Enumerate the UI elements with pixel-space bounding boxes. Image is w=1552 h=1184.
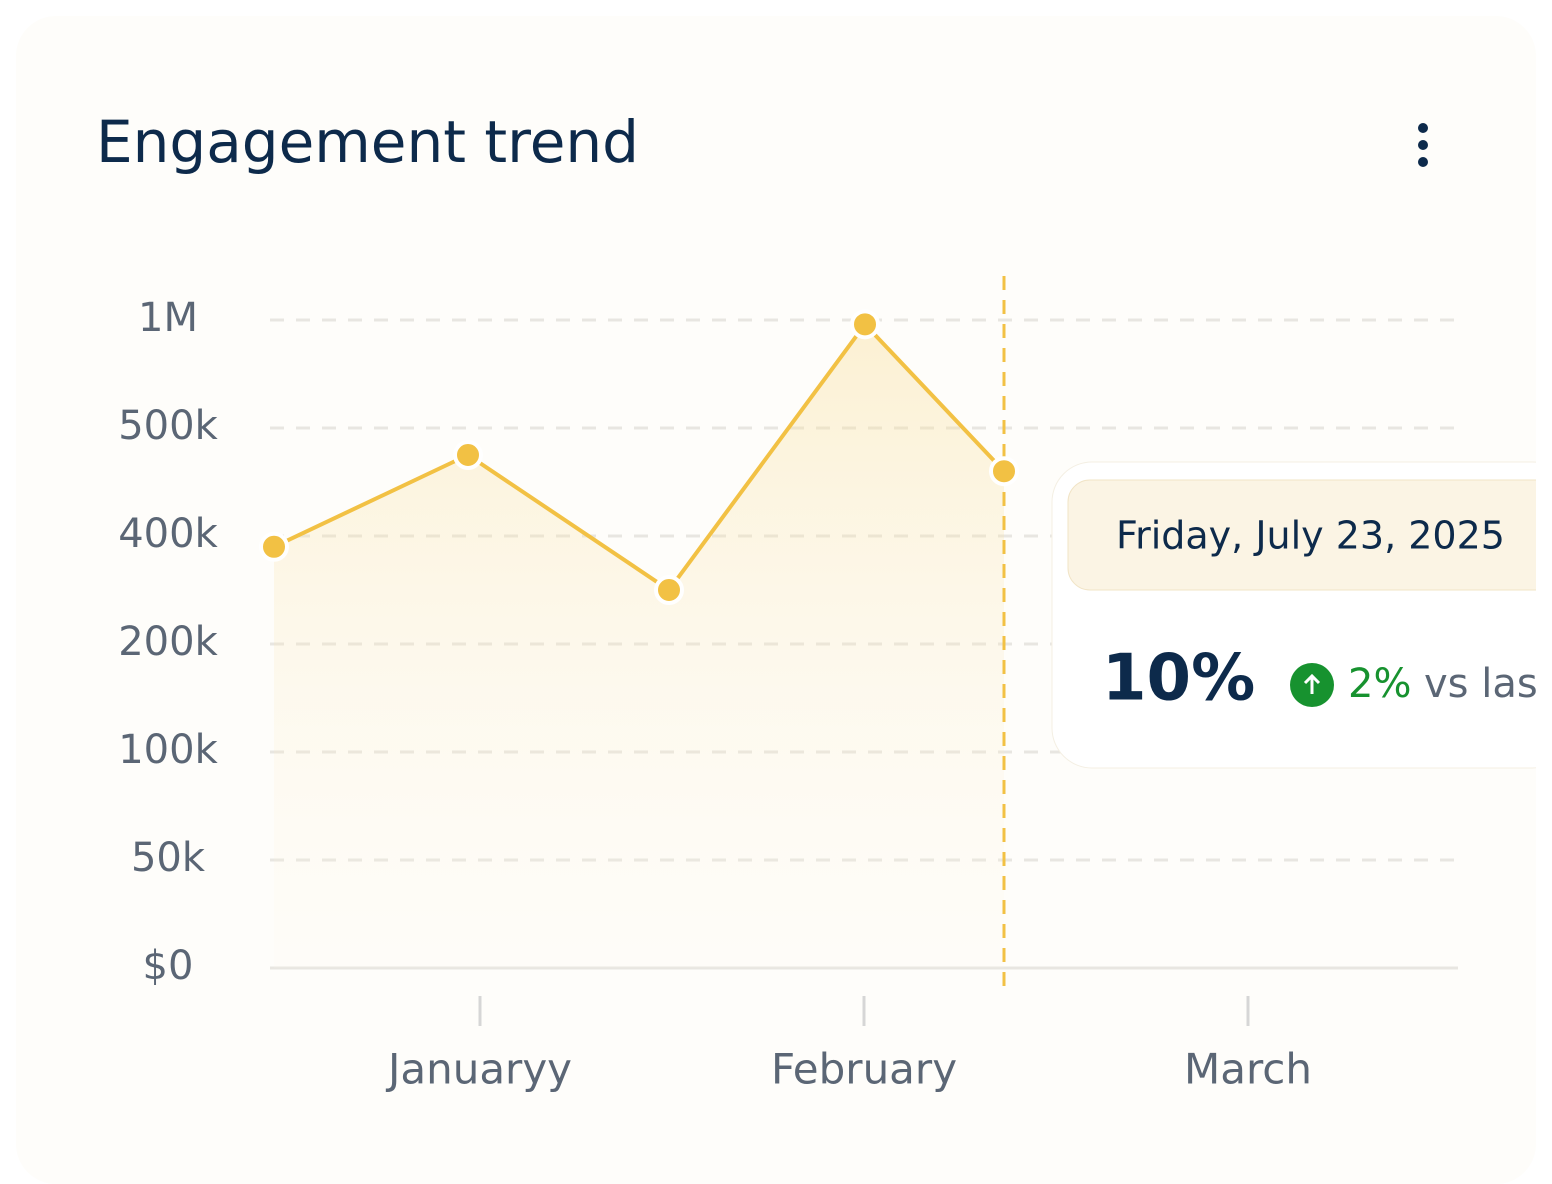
chart-title: Engagement trend (96, 108, 639, 176)
point (654, 575, 684, 605)
tooltip-date: Friday, July 23, 2025 (1116, 514, 1505, 558)
y-tick-label: 200k (118, 619, 218, 665)
menu-button[interactable] (1418, 123, 1428, 167)
y-tick-label: 1M (138, 295, 198, 341)
tooltip-value: 10% (1102, 642, 1255, 716)
y-tick-label: 100k (118, 727, 218, 773)
menu-dot[interactable] (1418, 140, 1428, 150)
tooltip-comparison: vs last (1424, 661, 1552, 707)
tooltip: Friday, July 23, 2025 10% 2% vs last (1051, 461, 1552, 769)
up-arrow (1303, 673, 1321, 694)
y-tick-label: 500k (118, 403, 218, 449)
y-tick-label: $0 (143, 943, 194, 989)
point (259, 531, 289, 562)
y-tick-label: 400k (118, 511, 218, 557)
x-tick-label: Januaryy (385, 1045, 572, 1094)
tooltip-header (1067, 479, 1552, 591)
y-tick-label: 50k (131, 835, 206, 881)
x-tick-label: March (1184, 1045, 1312, 1094)
x-tick-label: February (771, 1045, 957, 1094)
point (850, 309, 880, 340)
edge (1536, 0, 1552, 1184)
tooltip-change: 2% (1348, 661, 1411, 707)
area (274, 324, 1004, 968)
menu-dot[interactable] (1418, 123, 1428, 133)
point (989, 456, 1019, 487)
menu-dot[interactable] (1418, 157, 1428, 167)
point (453, 440, 483, 470)
